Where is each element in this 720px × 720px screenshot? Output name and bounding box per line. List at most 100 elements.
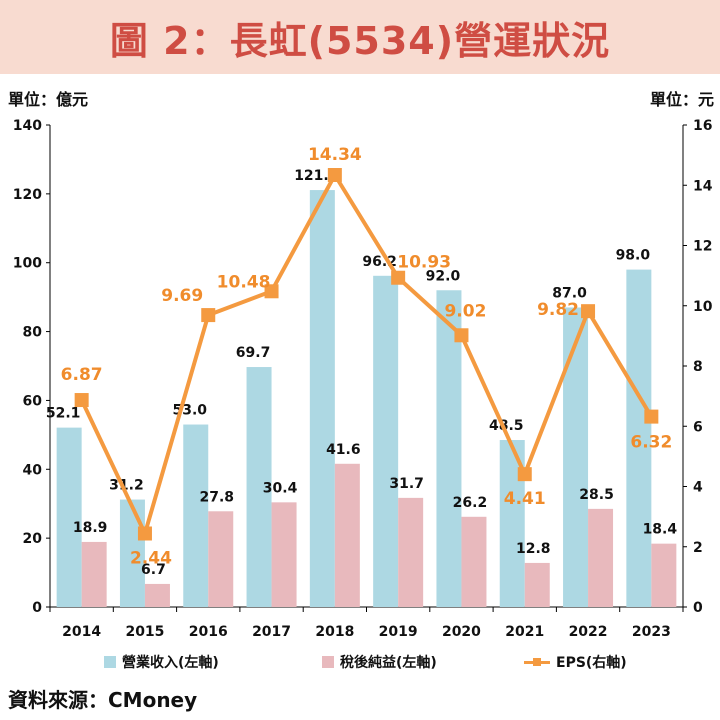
x-axis-tick-label: 2016: [189, 624, 228, 640]
legend-label-revenue: 營業收入(左軸): [122, 655, 219, 671]
revenue-bar: [436, 290, 462, 607]
left-axis-tick-label: 0: [32, 600, 42, 616]
legend-swatch-net-income: [322, 656, 334, 668]
eps-value-label: 14.34: [308, 145, 362, 165]
legend-swatch-revenue: [104, 656, 116, 668]
source-note: 資料來源：CMoney: [8, 688, 198, 712]
net-income-bar: [271, 502, 297, 607]
net-income-value-label: 41.6: [326, 442, 361, 458]
left-axis-tick-label: 20: [23, 531, 43, 547]
net-income-bar: [524, 562, 550, 607]
eps-value-label: 2.44: [130, 548, 172, 568]
revenue-value-label: 48.5: [489, 418, 524, 434]
net-income-value-label: 27.8: [199, 489, 234, 505]
revenue-value-label: 96.2: [362, 254, 397, 270]
legend-label-eps: EPS(右軸): [556, 655, 627, 671]
net-income-bar: [334, 463, 360, 607]
revenue-value-label: 98.0: [616, 248, 651, 264]
left-axis-unit: 單位：億元: [8, 90, 89, 109]
right-axis-tick-label: 10: [693, 299, 713, 315]
revenue-value-label: 92.0: [426, 268, 461, 284]
revenue-bar: [246, 367, 272, 607]
right-axis-tick-label: 16: [693, 118, 712, 134]
x-axis-tick-label: 2023: [632, 624, 671, 640]
eps-value-label: 9.02: [444, 301, 486, 321]
x-axis-tick-label: 2017: [252, 624, 291, 640]
revenue-value-label: 87.0: [552, 285, 587, 301]
left-axis-tick-label: 120: [13, 187, 42, 203]
net-income-value-label: 26.2: [453, 495, 488, 511]
left-axis-tick-label: 60: [23, 393, 43, 409]
revenue-bar: [626, 269, 652, 607]
net-income-value-label: 12.8: [516, 541, 551, 557]
net-income-bar: [588, 508, 614, 607]
eps-value-label: 4.41: [504, 489, 546, 509]
net-income-value-label: 28.5: [579, 487, 614, 503]
revenue-bar: [183, 424, 209, 607]
legend-label-net-income: 稅後純益(左軸): [340, 655, 437, 671]
x-axis-tick-label: 2014: [62, 624, 101, 640]
net-income-bar: [461, 516, 487, 607]
eps-value-label: 6.87: [61, 365, 103, 385]
right-axis-tick-label: 4: [693, 480, 703, 496]
eps-marker: [644, 409, 659, 424]
revenue-bar: [373, 275, 399, 607]
eps-marker: [517, 467, 532, 482]
x-axis-tick-label: 2022: [569, 624, 608, 640]
eps-value-label: 9.82: [537, 300, 579, 320]
net-income-bar: [144, 583, 170, 607]
eps-marker: [74, 393, 89, 408]
eps-marker: [391, 270, 406, 285]
eps-value-label: 9.69: [161, 286, 203, 306]
revenue-bar: [119, 499, 145, 607]
net-income-bar: [208, 511, 234, 607]
eps-value-label: 6.32: [630, 433, 672, 453]
right-axis-unit: 單位：元: [649, 90, 714, 109]
revenue-value-label: 31.2: [109, 478, 144, 494]
legend-item-net-income: 稅後純益(左軸): [322, 652, 437, 672]
right-axis-tick-label: 14: [693, 178, 713, 194]
x-axis-tick-label: 2019: [379, 624, 418, 640]
revenue-bar: [563, 307, 589, 607]
revenue-value-label: 121.1: [294, 168, 338, 184]
revenue-value-label: 52.1: [46, 406, 81, 422]
x-axis-tick-label: 2020: [442, 624, 481, 640]
revenue-bar: [56, 427, 82, 607]
net-income-value-label: 30.4: [263, 480, 298, 496]
left-axis-tick-label: 80: [23, 325, 43, 341]
right-axis-tick-label: 12: [693, 239, 712, 255]
eps-value-label: 10.48: [217, 272, 271, 292]
legend-item-revenue: 營業收入(左軸): [104, 652, 219, 672]
title-banner: 圖 2：長虹(5534)營運狀況: [0, 0, 720, 74]
legend: 營業收入(左軸) 稅後純益(左軸) EPS(右軸): [0, 652, 720, 674]
revenue-value-label: 69.7: [236, 345, 271, 361]
net-income-bar: [398, 497, 424, 607]
net-income-bar: [651, 543, 677, 607]
eps-line: [79, 173, 654, 536]
chart-title: 圖 2：長虹(5534)營運狀況: [109, 18, 611, 63]
right-axis-tick-label: 2: [693, 540, 703, 556]
eps-marker: [137, 526, 152, 541]
net-income-value-label: 6.7: [141, 562, 166, 578]
net-income-value-label: 31.7: [389, 476, 424, 492]
net-income-value-label: 18.4: [643, 522, 678, 538]
right-axis-tick-label: 0: [693, 600, 703, 616]
legend-item-eps: EPS(右軸): [524, 652, 627, 672]
eps-marker: [454, 328, 469, 343]
eps-marker: [581, 304, 596, 319]
left-axis-tick-label: 100: [13, 256, 42, 272]
legend-swatch-eps: [524, 656, 550, 668]
net-income-bar: [81, 541, 107, 607]
eps-value-label: 10.93: [397, 253, 451, 273]
right-axis-tick-label: 8: [693, 359, 703, 375]
x-axis-tick-label: 2018: [315, 624, 354, 640]
right-axis-tick-label: 6: [693, 419, 703, 435]
eps-marker: [201, 308, 216, 323]
left-axis-tick-label: 40: [23, 462, 43, 478]
x-axis-tick-label: 2015: [125, 624, 164, 640]
revenue-bar: [309, 190, 335, 607]
left-axis-tick-label: 140: [13, 118, 42, 134]
eps-marker: [264, 284, 279, 299]
eps-marker: [327, 168, 342, 183]
